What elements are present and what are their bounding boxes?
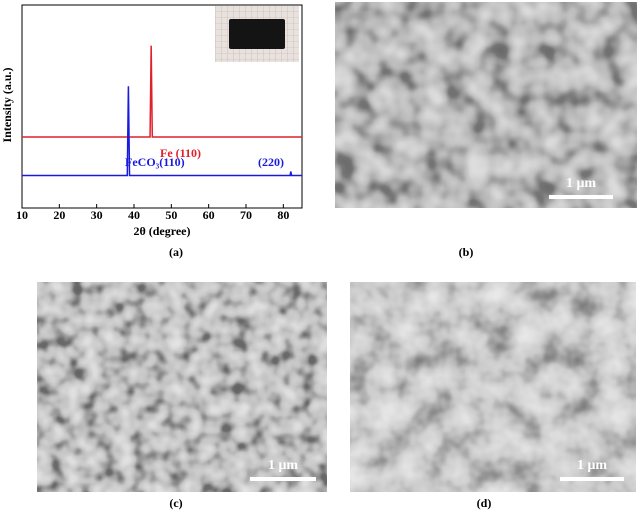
sem-image — [335, 2, 637, 208]
plot-frame — [21, 4, 303, 209]
x-tick-label: 50 — [165, 208, 177, 222]
data-line — [22, 86, 302, 177]
annotation: (220) — [258, 155, 284, 169]
annotation: FeCO₃(110) — [125, 155, 185, 169]
x-tick-label: 10 — [16, 208, 28, 222]
panel-label: (d) — [477, 496, 492, 510]
annotation: Fe (110) — [160, 146, 201, 160]
sem-image — [37, 282, 327, 492]
panel-label: (b) — [459, 245, 474, 259]
x-tick-label: 80 — [277, 208, 289, 222]
panel-label: (a) — [169, 245, 183, 259]
sem-image — [350, 282, 636, 492]
x-axis-label: 2θ (degree) — [133, 224, 190, 238]
x-tick-label: 20 — [53, 208, 65, 222]
scale-bar-label: 1 μm — [577, 458, 607, 473]
x-tick-label: 60 — [203, 208, 215, 222]
scale-bar-label: 1 μm — [566, 176, 596, 191]
x-tick-label: 30 — [91, 208, 103, 222]
y-axis-label: Intensity (a.u.) — [0, 67, 14, 142]
data-line — [22, 45, 302, 138]
x-tick-label: 40 — [128, 208, 140, 222]
inset-sample — [229, 19, 285, 49]
scale-bar-label: 1 μm — [268, 458, 298, 473]
x-tick-label: 70 — [240, 208, 252, 222]
panel-label: (c) — [169, 496, 182, 510]
